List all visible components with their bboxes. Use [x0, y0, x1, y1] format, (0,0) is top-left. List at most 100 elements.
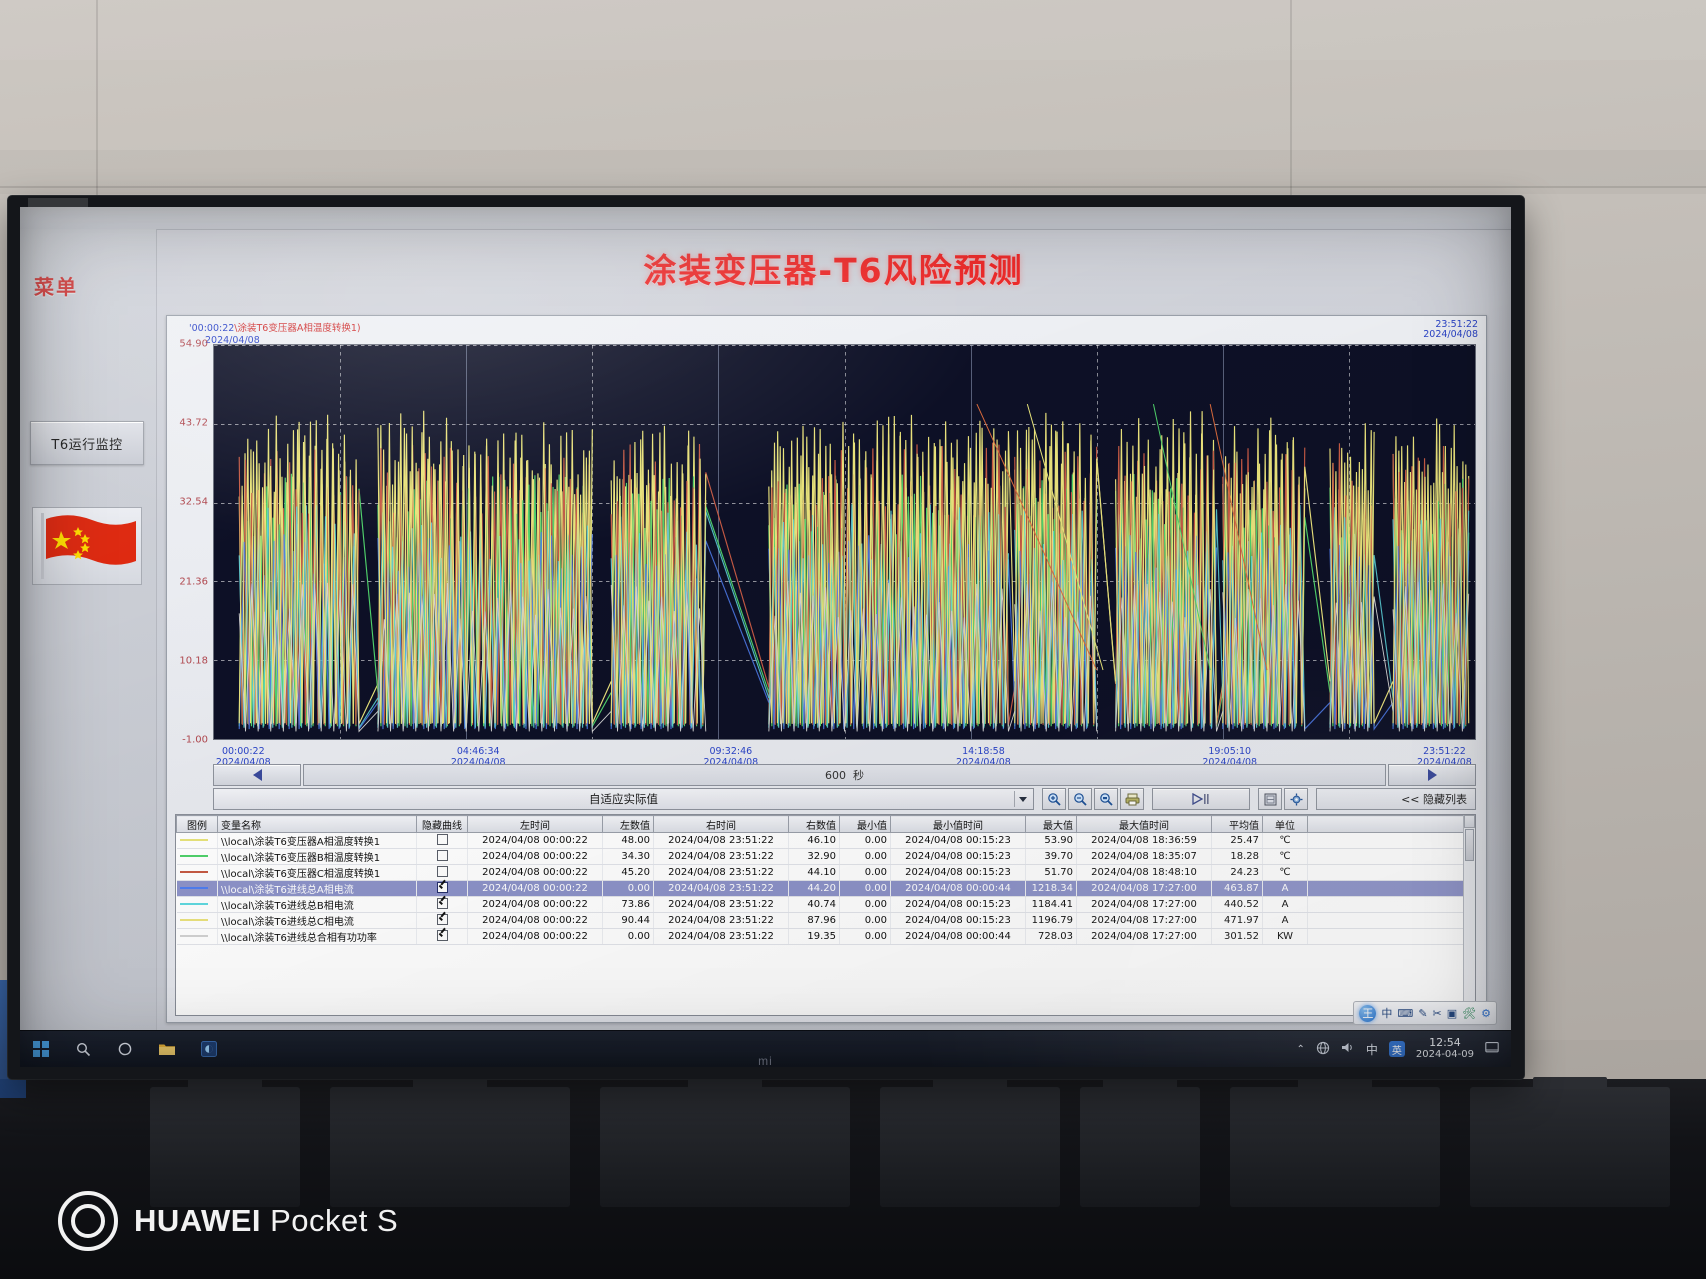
globe-icon[interactable] [1316, 1041, 1330, 1058]
circle-icon[interactable] [104, 1031, 146, 1067]
tray-ime-label[interactable]: 中 [1365, 1042, 1378, 1057]
settings-icon[interactable]: ⚙ [1481, 1006, 1491, 1020]
right-cursor-time: 23:51:22 [1435, 319, 1478, 330]
scissors-icon[interactable]: ✂ [1432, 1006, 1442, 1020]
hide-curve-checkbox[interactable] [416, 848, 468, 865]
max-value: 53.90 [1025, 832, 1077, 849]
hide-curve-checkbox[interactable] [416, 912, 468, 929]
x-tick-label: 00:00:22 2024/04/08 [215, 746, 271, 768]
hide-curve-checkbox[interactable] [416, 880, 468, 897]
wall-seam [1290, 0, 1292, 196]
settings-icon[interactable] [1284, 788, 1308, 810]
th-max-time[interactable]: 最大值时间 [1076, 815, 1212, 833]
hide-curve-checkbox[interactable] [416, 928, 468, 945]
tray-ime-badge[interactable]: 英 [1388, 1041, 1405, 1057]
variable-name: \\local\涂装T6变压器C相温度转换1 [217, 864, 417, 881]
variable-name: \\local\涂装T6进线总合相有功功率 [217, 928, 417, 945]
watermark-brand: HUAWEI [134, 1203, 261, 1238]
windows-taskbar: ⌃ 中 英 12:54 2024-04-09 [20, 1030, 1511, 1067]
th-legend[interactable]: 图例 [176, 815, 218, 833]
pen-icon[interactable]: ✎ [1418, 1006, 1428, 1020]
hide-curve-checkbox[interactable] [416, 896, 468, 913]
speaker-icon[interactable] [1341, 1041, 1355, 1057]
left-value: 90.44 [602, 912, 654, 929]
hide-list-button[interactable]: << 隐藏列表 [1316, 788, 1476, 810]
zoom-in-icon[interactable] [1042, 788, 1066, 810]
table-row[interactable]: \\local\涂装T6进线总C相电流 2024/04/08 00:00:22 90… [176, 912, 1475, 929]
x-tick-label: 19:05:10 2024/04/08 [1202, 746, 1258, 768]
ime-language-toggle[interactable]: 中 [1381, 1007, 1393, 1020]
th-min-val[interactable]: 最小值 [839, 815, 891, 833]
trend-traces [214, 345, 1475, 739]
unit: A [1262, 912, 1308, 929]
table-row[interactable]: \\local\涂装T6变压器B相温度转换1 2024/04/08 00:00:2… [176, 848, 1475, 865]
chevron-up-icon[interactable]: ⌃ [1296, 1043, 1305, 1055]
monitor [1080, 1077, 1200, 1207]
max-value: 1218.34 [1025, 880, 1077, 897]
th-hide[interactable]: 隐藏曲线 [416, 815, 468, 833]
search-icon[interactable] [62, 1031, 104, 1067]
table-row[interactable]: \\local\涂装T6进线总A相电流 2024/04/08 00:00:22 0.… [176, 880, 1475, 897]
triangle-right-icon [1427, 769, 1437, 781]
keyboard-icon[interactable]: ⌨ [1397, 1006, 1414, 1020]
hide-curve-checkbox[interactable] [416, 832, 468, 849]
legend-swatch [176, 864, 218, 881]
screenshot-icon[interactable]: ▣ [1446, 1006, 1458, 1020]
table-row[interactable]: \\local\涂装T6进线总B相电流 2024/04/08 00:00:22 73… [176, 896, 1475, 913]
scrollbar-thumb[interactable] [1465, 829, 1474, 861]
table-scrollbar[interactable] [1463, 815, 1475, 1015]
left-value: 48.00 [602, 832, 654, 849]
toolbox-icon[interactable]: 🛠 [1462, 1006, 1477, 1020]
app-icon[interactable] [188, 1031, 230, 1067]
th-left-val[interactable]: 左数值 [602, 815, 654, 833]
notification-icon[interactable] [1485, 1041, 1499, 1057]
th-right-val[interactable]: 右数值 [788, 815, 840, 833]
min-value: 0.00 [839, 864, 891, 881]
min-value: 0.00 [839, 928, 891, 945]
snapshot-icon[interactable] [1258, 788, 1282, 810]
th-unit[interactable]: 单位 [1262, 815, 1308, 833]
left-time: 2024/04/08 00:00:22 [467, 880, 603, 897]
min-value: 0.00 [839, 832, 891, 849]
table-row[interactable]: \\local\涂装T6变压器C相温度转换1 2024/04/08 00:00:2… [176, 864, 1475, 881]
windows-start-icon[interactable] [20, 1031, 62, 1067]
monitor [1230, 1077, 1440, 1207]
right-time: 2024/04/08 23:51:22 [653, 864, 789, 881]
max-value: 1184.41 [1025, 896, 1077, 913]
play-pause-icon[interactable] [1152, 788, 1250, 810]
table-row[interactable]: \\local\涂装T6进线总合相有功功率 2024/04/08 00:00:22… [176, 928, 1475, 945]
print-icon[interactable] [1120, 788, 1144, 810]
taskbar-clock[interactable]: 12:54 2024-04-09 [1416, 1037, 1474, 1061]
file-explorer-icon[interactable] [146, 1031, 188, 1067]
th-name[interactable]: 变量名称 [217, 815, 417, 833]
scroll-left-button[interactable] [213, 764, 301, 786]
duration-track[interactable]: 600 秒 [303, 764, 1386, 786]
ime-logo-icon[interactable]: 王 [1359, 1004, 1377, 1022]
sidebar-item-t6-monitoring[interactable]: T6运行监控 [30, 421, 144, 465]
max-time: 2024/04/08 18:36:59 [1076, 832, 1212, 849]
zoom-out-icon[interactable] [1068, 788, 1092, 810]
min-time: 2024/04/08 00:15:23 [890, 832, 1026, 849]
max-value: 728.03 [1025, 928, 1077, 945]
chevron-down-icon[interactable] [1014, 791, 1031, 807]
scale-mode-combobox[interactable]: 自适应实际值 [213, 788, 1034, 810]
row-filler [1307, 928, 1475, 945]
th-max-val[interactable]: 最大值 [1025, 815, 1077, 833]
th-min-time[interactable]: 最小值时间 [890, 815, 1026, 833]
th-right-time[interactable]: 右时间 [653, 815, 789, 833]
table-row[interactable]: \\local\涂装T6变压器A相温度转换1 2024/04/08 00:00:2… [176, 832, 1475, 849]
min-time: 2024/04/08 00:15:23 [890, 896, 1026, 913]
zoom-reset-icon[interactable] [1094, 788, 1118, 810]
hide-curve-checkbox[interactable] [416, 864, 468, 881]
th-avg-val[interactable]: 平均值 [1211, 815, 1263, 833]
unit: ℃ [1262, 864, 1308, 881]
trend-plot[interactable] [213, 344, 1476, 740]
trend-series [1027, 404, 1103, 670]
th-left-time[interactable]: 左时间 [467, 815, 603, 833]
triangle-left-icon [252, 769, 262, 781]
scroll-up-arrow[interactable] [1464, 815, 1475, 828]
huawei-logo-icon [58, 1191, 118, 1251]
min-value: 0.00 [839, 848, 891, 865]
scroll-right-button[interactable] [1388, 764, 1476, 786]
